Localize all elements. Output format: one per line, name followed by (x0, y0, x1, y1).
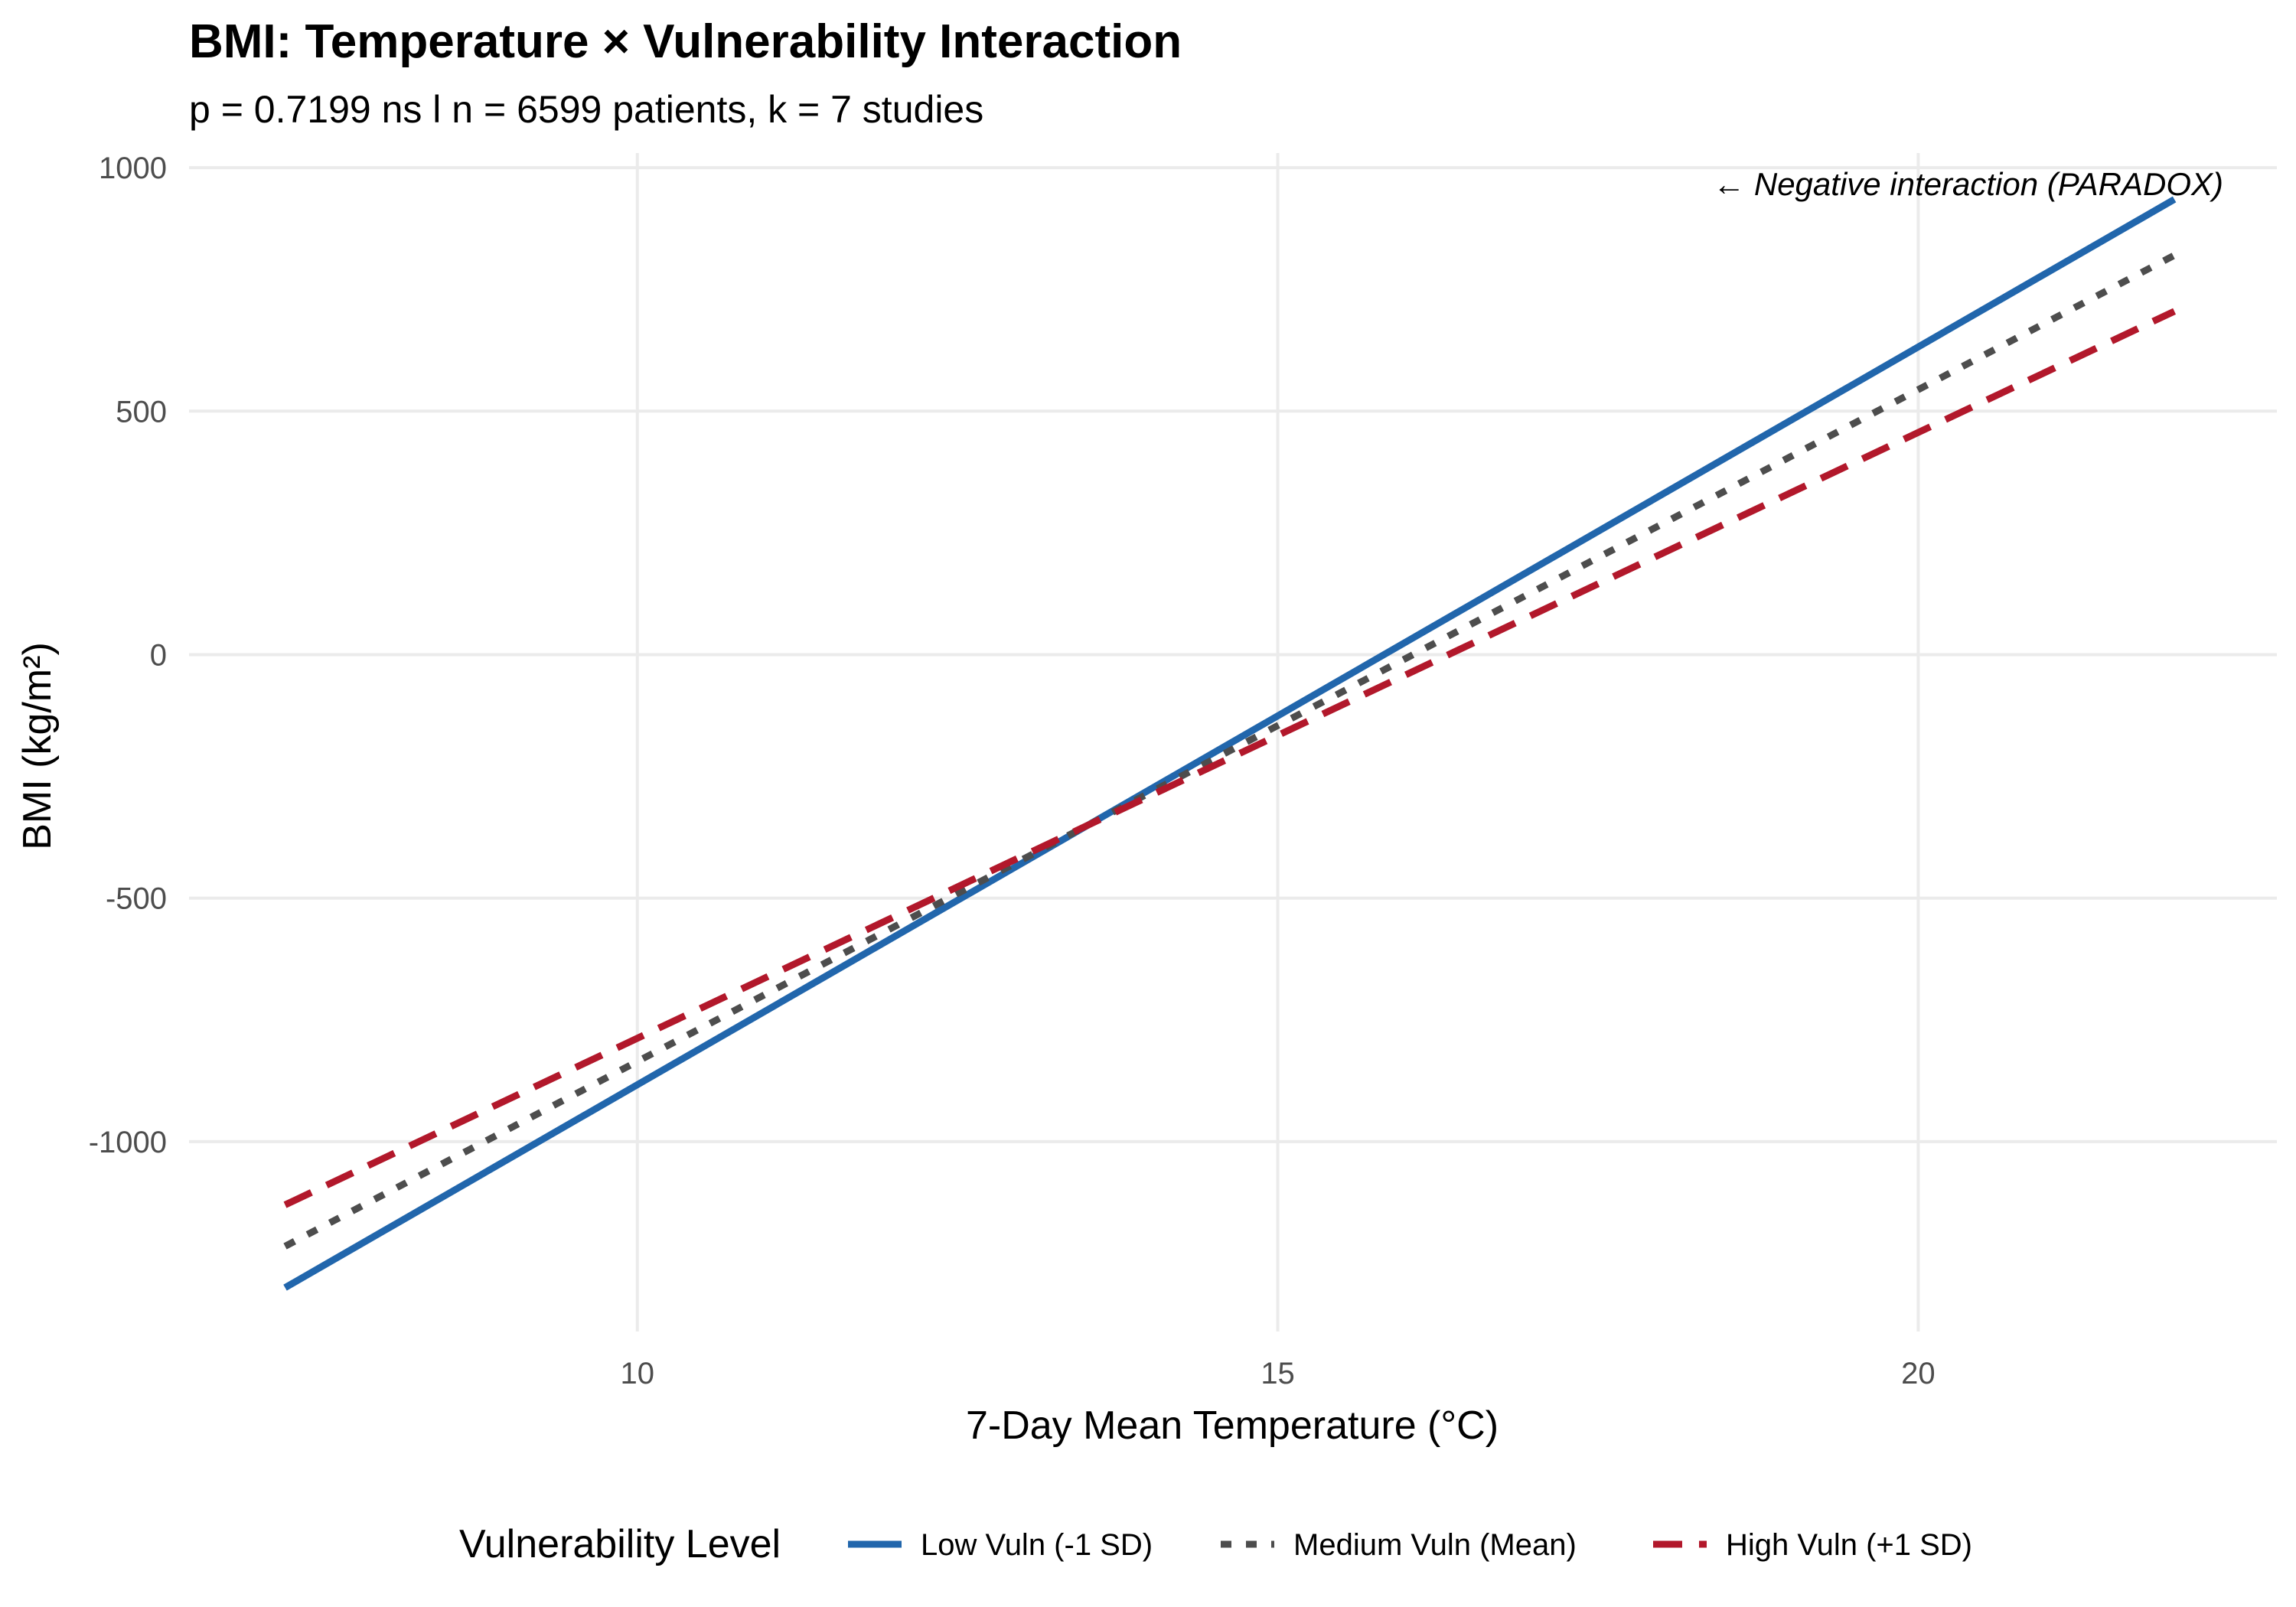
legend-items: Low Vuln (-1 SD) Medium Vuln (Mean) High V… (848, 1528, 1972, 1562)
legend-item: Medium Vuln (Mean) (1221, 1528, 1577, 1562)
y-tick-label: 0 (150, 638, 167, 672)
series-lines (283, 196, 2177, 1291)
paradox-annotation: ← Negative interaction (PARADOX) (1713, 166, 2223, 202)
x-tick-label: 15 (1261, 1357, 1295, 1390)
legend-item: High Vuln (+1 SD) (1653, 1528, 1972, 1562)
y-tick-labels: 1000 500 0 -500 -1000 (89, 152, 167, 1159)
y-tick-label: 1000 (99, 152, 167, 185)
series-line-2 (283, 252, 2177, 1250)
y-tick-label: 500 (116, 395, 167, 429)
chart-title: BMI: Temperature × Vulnerability Interac… (189, 15, 1182, 68)
x-tick-label: 10 (621, 1357, 655, 1390)
legend-label: Low Vuln (-1 SD) (921, 1528, 1153, 1562)
y-tick-label: -500 (106, 882, 167, 916)
legend: Vulnerability Level Low Vuln (-1 SD) Medi… (459, 1522, 1972, 1566)
legend-label: High Vuln (+1 SD) (1726, 1528, 1972, 1562)
x-tick-label: 20 (1901, 1357, 1936, 1390)
legend-title: Vulnerability Level (459, 1522, 781, 1566)
series-line-1 (283, 196, 2177, 1291)
chart-subtitle: p = 0.7199 ns l n = 6599 patients, k = 7… (189, 88, 983, 131)
y-axis-title: BMI (kg/m²) (15, 642, 60, 850)
x-tick-labels: 10 15 20 (621, 1357, 1936, 1390)
legend-label: Medium Vuln (Mean) (1293, 1528, 1577, 1562)
y-tick-label: -1000 (89, 1126, 167, 1159)
x-axis-title: 7-Day Mean Temperature (°C) (966, 1403, 1499, 1448)
series-line-3 (283, 308, 2177, 1208)
legend-item: Low Vuln (-1 SD) (848, 1528, 1153, 1562)
